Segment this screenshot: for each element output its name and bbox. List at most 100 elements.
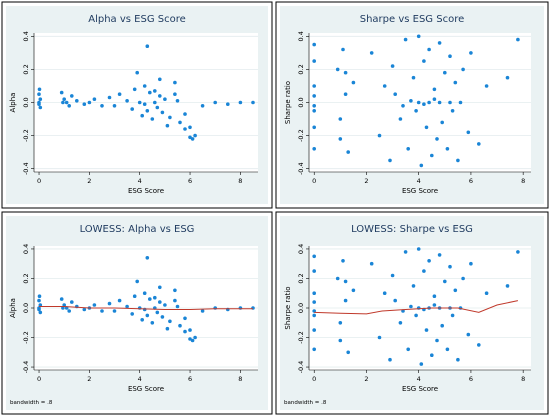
scatter-point [173, 298, 177, 303]
scatter-point [175, 99, 180, 103]
scatter-point [200, 104, 205, 108]
bandwidth-note: bandwidth = .8 [284, 400, 327, 406]
scatter-point [416, 34, 421, 39]
scatter-point [155, 310, 160, 315]
scatter-point [414, 109, 418, 113]
scatter-point [414, 313, 418, 318]
scatter-point [419, 362, 424, 366]
scatter-point [432, 87, 437, 92]
scatter-point [130, 107, 134, 111]
x-axis-label: ESG Score [402, 385, 438, 393]
scatter-point [200, 309, 205, 313]
x-tick-label: 2 [364, 177, 368, 185]
scatter-point [335, 276, 340, 281]
y-tick-label: 0.2 [22, 64, 30, 74]
scatter-point [456, 357, 460, 362]
x-tick-label: 8 [238, 177, 242, 185]
x-tick-label: 0 [312, 177, 316, 185]
scatter-point [168, 115, 172, 120]
scatter-point [153, 89, 157, 93]
scatter-point [445, 147, 450, 151]
y-tick-label: 0.2 [297, 64, 305, 74]
y-tick-label: 0.0 [22, 97, 30, 107]
scatter-point [193, 335, 197, 340]
scatter-point [409, 99, 413, 103]
scatter-point [226, 102, 230, 106]
scatter-point [158, 77, 162, 82]
scatter-point [505, 284, 510, 288]
y-tick-label: -0.4 [22, 162, 30, 175]
scatter-point [401, 104, 405, 108]
scatter-point [416, 247, 421, 251]
scatter-point [377, 335, 382, 340]
scatter-point [190, 137, 195, 141]
scatter-point [100, 309, 104, 313]
scatter-point [112, 104, 117, 108]
scatter-point [142, 102, 147, 106]
scatter-point [150, 321, 155, 325]
chart-title: Sharpe vs ESG Score [360, 14, 465, 25]
scatter-point [377, 133, 382, 138]
scatter-point [338, 137, 343, 141]
scatter-point [516, 250, 520, 254]
scatter-point [477, 343, 481, 347]
scatter-point [341, 259, 345, 263]
scatter-point [351, 288, 356, 293]
x-tick-label: 6 [469, 375, 473, 383]
scatter-point [183, 329, 187, 334]
y-tick-label: 0.0 [297, 303, 305, 313]
scatter-point [178, 120, 182, 125]
chart-panel-2: Sharpe vs ESG Score 0 2 4 6 8 -0.4 -0.2 0.0 0.2 0.… [275, 1, 549, 209]
scatter-point [160, 110, 165, 115]
scatter-point [388, 158, 392, 163]
scatter-point [312, 125, 317, 130]
y-axis-label: Sharpe ratio [284, 81, 292, 124]
scatter-point [188, 328, 192, 332]
scatter-point [346, 150, 351, 154]
scatter-point [312, 147, 317, 151]
scatter-point [312, 109, 317, 113]
scatter-point [312, 300, 317, 304]
x-tick-label: 2 [364, 375, 368, 383]
scatter-point [132, 87, 137, 92]
x-tick-label: 8 [521, 177, 525, 185]
scatter-point [190, 338, 195, 343]
scatter-point [117, 298, 122, 303]
scatter-point [160, 315, 165, 319]
scatter-point [343, 70, 348, 75]
scatter-point [456, 158, 460, 163]
x-tick-label: 4 [138, 177, 142, 185]
scatter-point [388, 357, 392, 362]
y-tick-label: -0.2 [297, 129, 305, 142]
scatter-point [178, 323, 182, 328]
scatter-point [142, 291, 147, 296]
scatter-point [406, 347, 411, 352]
scatter-point [437, 41, 442, 45]
bandwidth-note: bandwidth = .8 [10, 400, 53, 406]
scatter-point [59, 90, 64, 95]
y-tick-label: 0.4 [297, 244, 305, 254]
scatter-point [37, 294, 42, 299]
scatter-point [369, 51, 374, 55]
scatter-point [351, 80, 356, 85]
scatter-point [448, 54, 452, 58]
scatter-point [424, 125, 429, 130]
chart-panel-1: Alpha vs ESG Score 0 2 4 6 8 -0.4 -0.2 0.0 0.2 0.4… [1, 1, 273, 209]
scatter-point [432, 294, 437, 299]
scatter-point [112, 309, 117, 313]
scatter-point [125, 99, 129, 103]
x-tick-label: 4 [138, 375, 142, 383]
scatter-point [92, 303, 97, 307]
scatter-point [403, 250, 408, 254]
scatter-point [188, 125, 192, 130]
scatter-point [453, 288, 458, 293]
scatter-point [61, 100, 65, 105]
scatter-point [75, 99, 79, 103]
scatter-point [70, 300, 74, 304]
scatter-point [38, 105, 43, 110]
y-tick-label: 0.4 [22, 244, 30, 254]
x-tick-label: 0 [37, 177, 41, 185]
scatter-point [427, 47, 431, 52]
y-tick-label: 0.0 [297, 97, 305, 107]
